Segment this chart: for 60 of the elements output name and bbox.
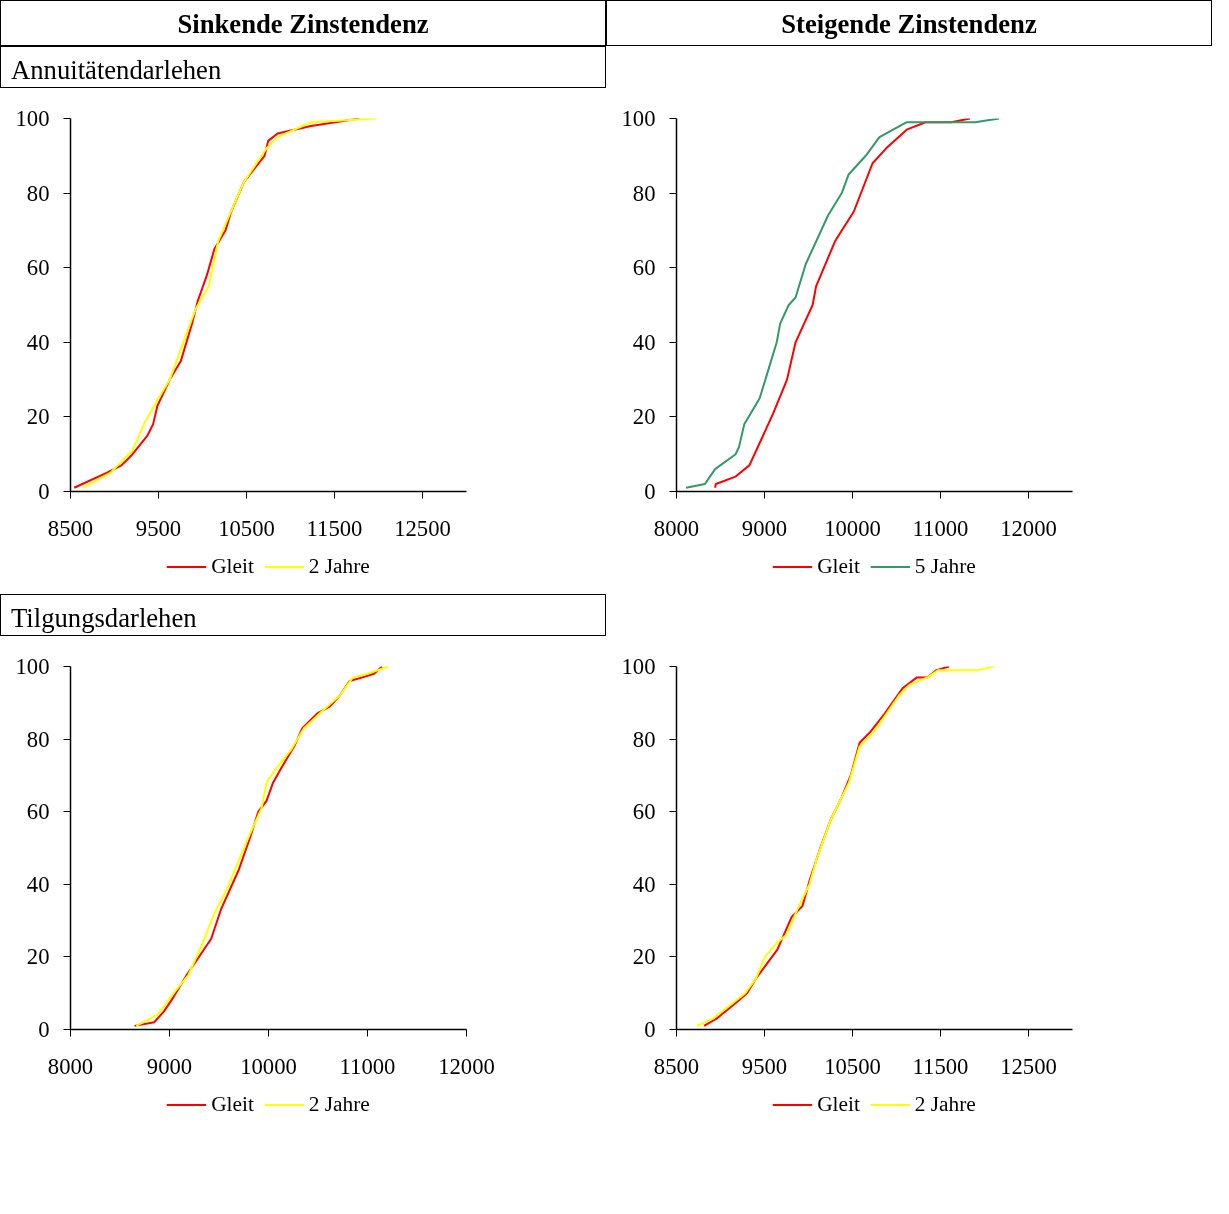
y-tick-label: 100 [621,106,656,131]
x-tick-label: 8500 [47,515,94,541]
legend-label: Gleit [817,553,860,579]
legend-label: 2 Jahre [308,1091,370,1117]
y-tick-label: 0 [38,1017,50,1042]
x-tick-label: 11000 [339,1053,396,1079]
x-tick-label: 10000 [824,515,881,541]
y-tick-label: 40 [632,871,656,897]
x-tick-label: 10000 [240,1053,297,1079]
x-tick-label: 8500 [653,1053,700,1079]
y-tick-label: 0 [644,479,656,504]
x-tick-label: 12500 [1000,1053,1057,1079]
y-tick-label: 20 [26,944,50,970]
legend-label: 2 Jahre [308,553,370,579]
y-tick-label: 60 [26,255,50,281]
x-tick-label: 11500 [306,515,363,541]
x-tick-label: 12500 [394,515,451,541]
y-tick-label: 20 [632,944,656,970]
y-tick-label: 80 [26,180,50,206]
x-tick-label: 9500 [741,1053,788,1079]
x-tick-label: 8000 [653,515,700,541]
y-tick-label: 40 [26,871,50,897]
y-tick-label: 60 [632,255,656,281]
y-tick-label: 0 [644,1017,656,1042]
legend-label: Gleit [211,1091,254,1117]
legend-label: Gleit [817,1091,860,1117]
x-tick-label: 8000 [47,1053,94,1079]
line-series [695,666,995,1027]
x-tick-label: 9000 [146,1053,193,1079]
x-tick-label: 11000 [912,515,969,541]
x-tick-label: 12000 [1000,515,1057,541]
y-tick-label: 60 [26,799,50,825]
chart-title: Steigende Zinstendenz [781,8,1037,41]
x-tick-label: 9500 [135,515,182,541]
y-tick-label: 40 [632,329,656,355]
legend-label: Gleit [211,553,254,579]
y-tick-label: 60 [632,799,656,825]
x-tick-label: 10500 [824,1053,881,1079]
line-series [714,118,971,489]
x-tick-label: 10500 [218,515,275,541]
y-tick-label: 80 [632,180,656,206]
x-tick-label: 11500 [912,1053,969,1079]
legend-label: 2 Jahre [914,1091,976,1117]
line-series [703,666,951,1027]
line-series [685,118,1001,489]
x-tick-label: 9000 [741,515,788,541]
y-tick-label: 40 [26,329,50,355]
chart-subtitle: Annuitätendarlehen [11,54,222,87]
y-tick-label: 0 [38,479,50,504]
y-tick-label: 20 [26,404,50,430]
y-tick-label: 20 [632,404,656,430]
y-tick-label: 80 [632,726,656,752]
y-tick-label: 100 [621,654,656,679]
y-tick-label: 100 [15,654,50,679]
chart-title: Sinkende Zinstendenz [177,8,429,41]
x-tick-label: 12000 [438,1053,495,1079]
y-tick-label: 100 [15,106,50,131]
chart-subtitle: Tilgungsdarlehen [11,602,197,635]
legend-label: 5 Jahre [914,553,976,579]
y-tick-label: 80 [26,726,50,752]
